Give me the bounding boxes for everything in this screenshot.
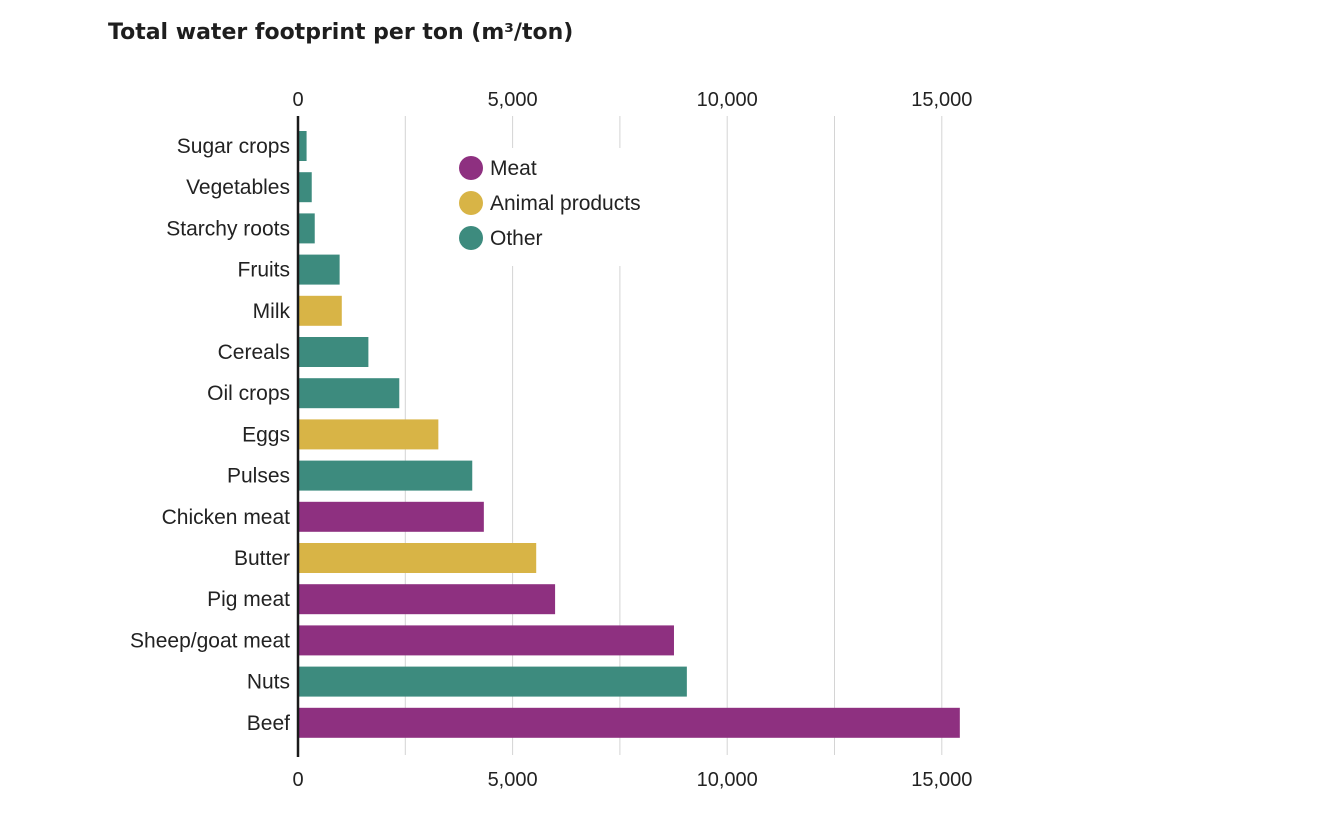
category-label: Cereals (218, 341, 290, 364)
x-tick-label-bottom: 10,000 (697, 769, 758, 791)
category-label: Sugar crops (177, 135, 290, 158)
category-label: Chicken meat (162, 506, 291, 529)
bar (298, 131, 307, 161)
chart-title: Total water footprint per ton (m³/ton) (108, 20, 574, 45)
category-label: Sheep/goat meat (130, 629, 290, 652)
legend-marker (459, 226, 483, 250)
legend-label: Other (490, 227, 543, 250)
bar (298, 337, 369, 367)
category-label: Nuts (247, 671, 290, 694)
legend-marker (459, 156, 483, 180)
legend-marker (459, 191, 483, 215)
category-label: Pulses (227, 465, 290, 488)
category-label: Milk (253, 300, 291, 323)
x-tick-label-bottom: 0 (292, 769, 303, 791)
bar (298, 625, 674, 656)
bar (298, 707, 960, 738)
category-label: Butter (234, 547, 290, 570)
x-tick-label-bottom: 15,000 (911, 769, 972, 791)
bar (298, 584, 556, 615)
category-label: Pig meat (207, 588, 290, 611)
category-label: Fruits (238, 259, 291, 282)
category-label: Vegetables (186, 176, 290, 199)
bar (298, 460, 473, 491)
bar (298, 666, 687, 697)
x-tick-label-top: 0 (292, 89, 303, 111)
bar (298, 378, 400, 409)
legend-label: Meat (490, 157, 537, 180)
x-tick-label-top: 5,000 (488, 89, 538, 111)
legend-label: Animal products (490, 192, 641, 215)
x-tick-label-top: 15,000 (911, 89, 972, 111)
bar (298, 419, 439, 450)
x-tick-label-top: 10,000 (697, 89, 758, 111)
category-label: Eggs (242, 423, 290, 446)
category-label: Starchy roots (166, 217, 290, 240)
bar (298, 295, 342, 326)
legend-background (452, 148, 674, 266)
bar (298, 172, 312, 203)
category-label: Oil crops (207, 382, 290, 405)
bar (298, 213, 315, 244)
category-label: Beef (247, 712, 290, 735)
bar (298, 543, 537, 573)
bar (298, 501, 484, 532)
x-tick-label-bottom: 5,000 (488, 769, 538, 791)
bar (298, 254, 340, 285)
